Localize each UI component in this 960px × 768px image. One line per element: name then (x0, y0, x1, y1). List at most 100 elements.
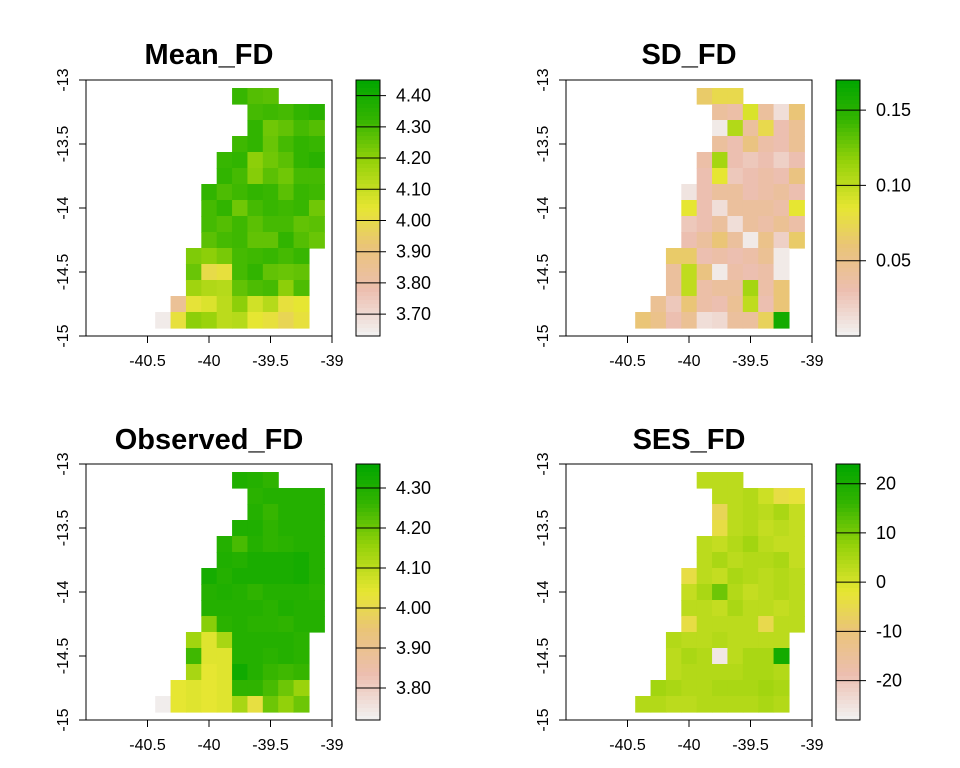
colorbar-segment (836, 104, 860, 109)
colorbar-segment (356, 256, 380, 261)
colorbar-label: 20 (876, 474, 896, 494)
raster-cell (773, 632, 790, 649)
raster-cell (773, 296, 790, 313)
raster-cell (293, 664, 310, 681)
colorbar-segment (836, 88, 860, 93)
colorbar-segment (356, 544, 380, 549)
colorbar-segment (836, 468, 860, 473)
colorbar-segment (836, 640, 860, 645)
raster-cell (247, 568, 264, 585)
raster-cell (727, 312, 744, 329)
y-tick-label: -13.5 (55, 126, 72, 163)
raster-cell (247, 136, 264, 153)
colorbar-segment (836, 112, 860, 117)
raster-cell (681, 184, 698, 201)
raster-cell (758, 280, 775, 297)
colorbar-segment (836, 628, 860, 633)
raster-cell (232, 472, 249, 489)
raster-cell (742, 296, 759, 313)
raster-cell (758, 312, 775, 329)
raster-cell (758, 488, 775, 505)
colorbar-segment (836, 540, 860, 545)
y-tick-label: -13.5 (535, 126, 552, 163)
raster-cell (727, 632, 744, 649)
raster-cell (788, 568, 805, 585)
colorbar-segment (836, 152, 860, 157)
colorbar-segment (836, 288, 860, 293)
raster-cell (788, 136, 805, 153)
raster-cell (758, 680, 775, 697)
colorbar-segment (356, 216, 380, 221)
raster-cell (278, 280, 295, 297)
raster-cell (727, 504, 744, 521)
colorbar-label: 3.80 (396, 678, 431, 698)
raster-cell (308, 520, 325, 537)
x-tick-label: -40 (677, 737, 700, 754)
colorbar-segment (836, 228, 860, 233)
raster-cell (742, 552, 759, 569)
raster-cell (727, 216, 744, 233)
raster-cell (727, 200, 744, 217)
raster-cell (742, 264, 759, 281)
colorbar-segment (356, 116, 380, 121)
colorbar-segment (356, 524, 380, 529)
raster-cell (758, 264, 775, 281)
raster-cell (758, 616, 775, 633)
colorbar-segment (356, 108, 380, 113)
raster-cell (278, 632, 295, 649)
raster-cell (788, 216, 805, 233)
colorbar-segment (836, 696, 860, 701)
raster-cell (278, 536, 295, 553)
raster-cell (727, 104, 744, 121)
colorbar-segment (836, 260, 860, 265)
raster-cell (773, 280, 790, 297)
raster-cell (247, 488, 264, 505)
raster-cell (788, 584, 805, 601)
colorbar-segment (356, 296, 380, 301)
raster-cell (788, 184, 805, 201)
colorbar-segment (356, 496, 380, 501)
raster-cell (665, 248, 682, 265)
raster-cell (216, 232, 233, 249)
raster-cell (635, 696, 652, 713)
raster-cell (293, 280, 310, 297)
raster-cell (788, 536, 805, 553)
raster-cell (727, 520, 744, 537)
colorbar-segment (356, 224, 380, 229)
colorbar-segment (836, 620, 860, 625)
raster-cell (712, 120, 729, 137)
colorbar-segment (356, 204, 380, 209)
colorbar-segment (836, 612, 860, 617)
raster-cell (201, 632, 218, 649)
raster-cell (650, 696, 667, 713)
raster-cell (247, 248, 264, 265)
colorbar-segment (836, 572, 860, 577)
colorbar-segment (356, 144, 380, 149)
raster-cell (278, 552, 295, 569)
colorbar-segment (356, 164, 380, 169)
colorbar-segment (356, 276, 380, 281)
raster-cell (758, 184, 775, 201)
raster-cell (216, 616, 233, 633)
raster-cell (712, 632, 729, 649)
x-tick-label: -40.5 (129, 737, 166, 754)
raster-cell (232, 568, 249, 585)
colorbar-segment (356, 132, 380, 137)
raster-cell (293, 152, 310, 169)
raster-cell (712, 520, 729, 537)
raster-cell (232, 584, 249, 601)
colorbar-segment (836, 648, 860, 653)
raster-cell (696, 664, 713, 681)
colorbar-segment (356, 124, 380, 129)
raster-cells (155, 472, 325, 713)
raster-cell (742, 168, 759, 185)
colorbar-segment (356, 504, 380, 509)
x-tick-label: -39 (800, 353, 823, 370)
raster-cell (727, 248, 744, 265)
colorbar-segment (836, 156, 860, 161)
raster-cell (727, 488, 744, 505)
colorbar-segment (836, 224, 860, 229)
colorbar-segment (836, 300, 860, 305)
colorbar-segment (356, 464, 380, 469)
raster-cell (201, 264, 218, 281)
